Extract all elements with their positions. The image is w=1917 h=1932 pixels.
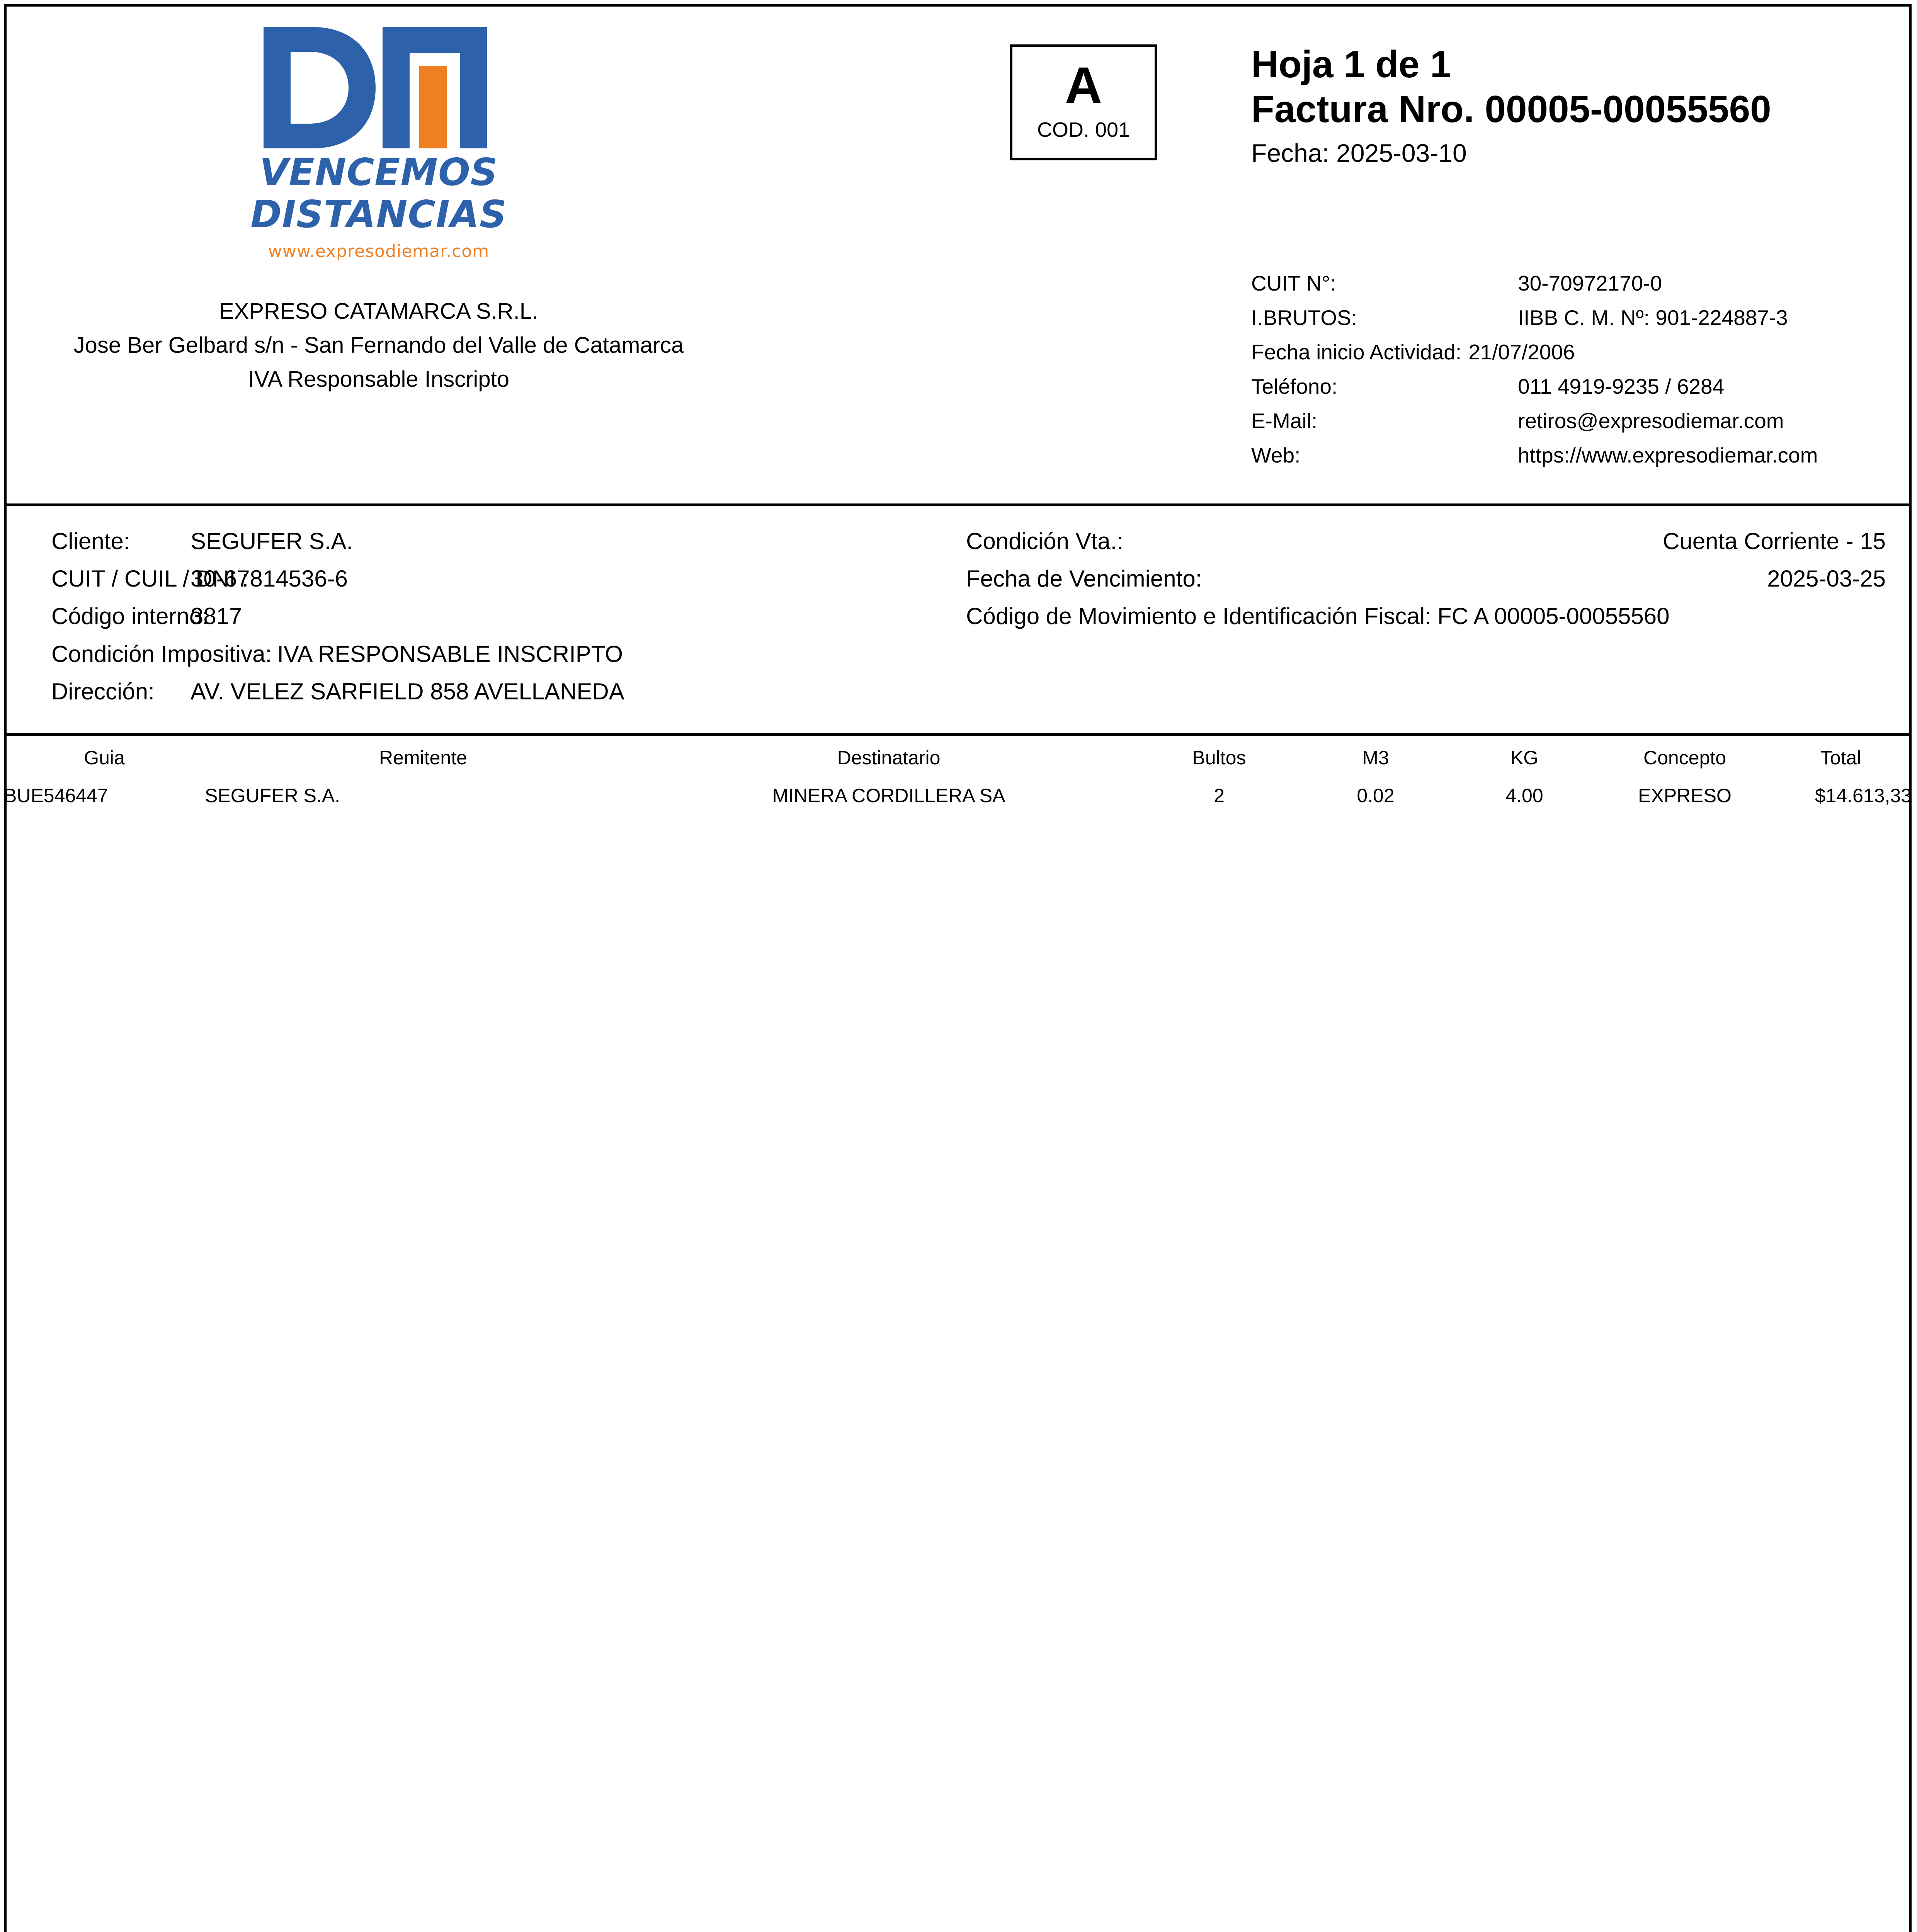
client-row-fecha-vencimiento: Fecha de Vencimiento: 2025-03-25	[966, 560, 1886, 597]
logo-word-distancias: DISTANCIAS	[250, 192, 507, 236]
invoice-title-block: Hoja 1 de 1 Factura Nro. 00005-00055560 …	[1251, 42, 1916, 170]
fiscal-value: https://www.expresodiemar.com	[1518, 443, 1818, 468]
company-name: EXPRESO CATAMARCA S.R.L.	[219, 299, 539, 324]
fiscal-row-email: E-Mail: retiros@expresodiemar.com	[1251, 404, 1916, 438]
client-row-cliente: Cliente: SEGUFER S.A.	[51, 522, 952, 560]
column-header-kg: KG	[1510, 747, 1539, 769]
client-value: SEGUFER S.A.	[191, 528, 353, 554]
fiscal-value: IIBB C. M. Nº: 901-224887-3	[1518, 306, 1788, 330]
client-label: Fecha de Vencimiento:	[966, 566, 1202, 592]
invoice-number-label: Factura Nro.	[1251, 87, 1475, 130]
client-row-codigo-interno: Código interno: 3817	[51, 597, 952, 635]
cell-destinatario: MINERA CORDILLERA SA	[772, 785, 1005, 806]
client-value: IVA RESPONSABLE INSCRIPTO	[277, 641, 623, 667]
client-details-left: Cliente: SEGUFER S.A. CUIT / CUIL / DNI …	[51, 522, 952, 710]
fiscal-label: CUIT N°:	[1251, 271, 1336, 295]
fiscal-value: 21/07/2006	[1468, 340, 1575, 364]
client-label: Código interno:	[51, 603, 209, 629]
table-row: BUE546447 SEGUFER S.A. MINERA CORDILLERA…	[4, 769, 1912, 807]
items-table: Guia Remitente Destinatario Bultos M3 KG…	[4, 736, 1912, 807]
client-label: Dirección:	[51, 678, 155, 704]
client-row-condicion-venta: Condición Vta.: Cuenta Corriente - 15	[966, 522, 1886, 560]
cell-concepto: EXPRESO	[1638, 785, 1732, 806]
fiscal-label: Web:	[1251, 443, 1301, 468]
client-label: CUIT / CUIL / DNI :	[51, 566, 249, 592]
sheet-count: Hoja 1 de 1	[1251, 43, 1451, 85]
client-details-right: Condición Vta.: Cuenta Corriente - 15 Fe…	[966, 522, 1886, 635]
logo-word-vencemos: VENCEMOS	[259, 150, 498, 194]
column-header-total: Total	[1820, 747, 1861, 769]
fiscal-label: I.BRUTOS:	[1251, 306, 1357, 330]
cell-kg: 4.00	[1505, 785, 1543, 806]
divider-client-items	[4, 733, 1912, 736]
client-label: Condición Vta.:	[966, 528, 1123, 554]
client-label: Código de Movimiento e Identificación Fi…	[966, 603, 1431, 629]
invoice-date: Fecha: 2025-03-10	[1251, 139, 1467, 168]
fiscal-label: Teléfono:	[1251, 374, 1338, 399]
column-header-m3: M3	[1362, 747, 1389, 769]
company-street: Jose Ber Gelbard s/n - San Fernando del …	[73, 333, 684, 358]
client-label: Condición Impositiva:	[51, 641, 272, 667]
invoice-header: VENCEMOS DISTANCIAS www.expresodiemar.co…	[4, 7, 1912, 503]
client-value: Cuenta Corriente - 15	[1663, 528, 1886, 554]
cell-total: $14.613,33	[1815, 785, 1912, 806]
fiscal-value: 011 4919-9235 / 6284	[1518, 374, 1725, 399]
fiscal-row-web: Web: https://www.expresodiemar.com	[1251, 438, 1916, 473]
column-header-guia: Guia	[84, 747, 125, 769]
logo-website: www.expresodiemar.com	[268, 242, 490, 262]
items-section: Guia Remitente Destinatario Bultos M3 KG…	[4, 736, 1912, 1932]
column-header-bultos: Bultos	[1192, 747, 1246, 769]
client-value: 3817	[191, 603, 242, 629]
column-header-destinatario: Destinatario	[837, 747, 941, 769]
fiscal-row-cuit: CUIT N°: 30-70972170-0	[1251, 266, 1916, 301]
invoice-number-value: 00005-00055560	[1485, 87, 1771, 130]
fiscal-label: Fecha inicio Actividad:	[1251, 340, 1462, 364]
cell-remitente: SEGUFER S.A.	[205, 785, 340, 806]
company-logo: VENCEMOS DISTANCIAS www.expresodiemar.co…	[236, 24, 522, 261]
fiscal-row-telefono: Teléfono: 011 4919-9235 / 6284	[1251, 369, 1916, 404]
column-header-concepto: Concepto	[1643, 747, 1726, 769]
client-section: Cliente: SEGUFER S.A. CUIT / CUIL / DNI …	[4, 506, 1912, 733]
client-label: Cliente:	[51, 528, 130, 554]
table-header-row: Guia Remitente Destinatario Bultos M3 KG…	[4, 736, 1912, 769]
column-header-remitente: Remitente	[379, 747, 467, 769]
cell-m3: 0.02	[1357, 785, 1395, 806]
invoice-number-line: Factura Nro. 00005-00055560	[1251, 87, 1916, 132]
cell-guia: BUE546447	[4, 785, 108, 806]
client-row-cuit: CUIT / CUIL / DNI : 30-67814536-6	[51, 560, 952, 597]
company-tax-status: IVA Responsable Inscripto	[248, 367, 509, 392]
invoice-type-box: A COD. 001	[1010, 44, 1157, 160]
fiscal-row-inicio-actividad: Fecha inicio Actividad: 21/07/2006	[1251, 335, 1916, 369]
client-row-condicion-impositiva: Condición Impositiva: IVA RESPONSABLE IN…	[51, 635, 952, 673]
fiscal-value: retiros@expresodiemar.com	[1518, 409, 1784, 433]
client-value: 30-67814536-6	[191, 566, 348, 592]
client-value: FC A 00005-00055560	[1437, 603, 1670, 629]
dm-logo-icon	[255, 24, 502, 151]
invoice-type-code: COD. 001	[1037, 118, 1130, 141]
fiscal-row-ibrutos: I.BRUTOS: IIBB C. M. Nº: 901-224887-3	[1251, 301, 1916, 335]
client-row-direccion: Dirección: AV. VELEZ SARFIELD 858 AVELLA…	[51, 673, 952, 710]
invoice-type-letter: A	[1065, 57, 1102, 114]
fiscal-label: E-Mail:	[1251, 409, 1318, 433]
divider-header-client	[4, 503, 1912, 506]
fiscal-value: 30-70972170-0	[1518, 271, 1662, 295]
client-row-codigo-movimiento: Código de Movimiento e Identificación Fi…	[966, 597, 1886, 635]
cell-bultos: 2	[1214, 785, 1225, 806]
client-value: 2025-03-25	[1767, 566, 1886, 592]
company-address-block: EXPRESO CATAMARCA S.R.L. Jose Ber Gelbar…	[4, 294, 754, 396]
company-fiscal-details: CUIT N°: 30-70972170-0 I.BRUTOS: IIBB C.…	[1251, 266, 1916, 473]
client-value: AV. VELEZ SARFIELD 858 AVELLANEDA	[191, 678, 624, 704]
invoice-border	[4, 4, 1912, 1932]
